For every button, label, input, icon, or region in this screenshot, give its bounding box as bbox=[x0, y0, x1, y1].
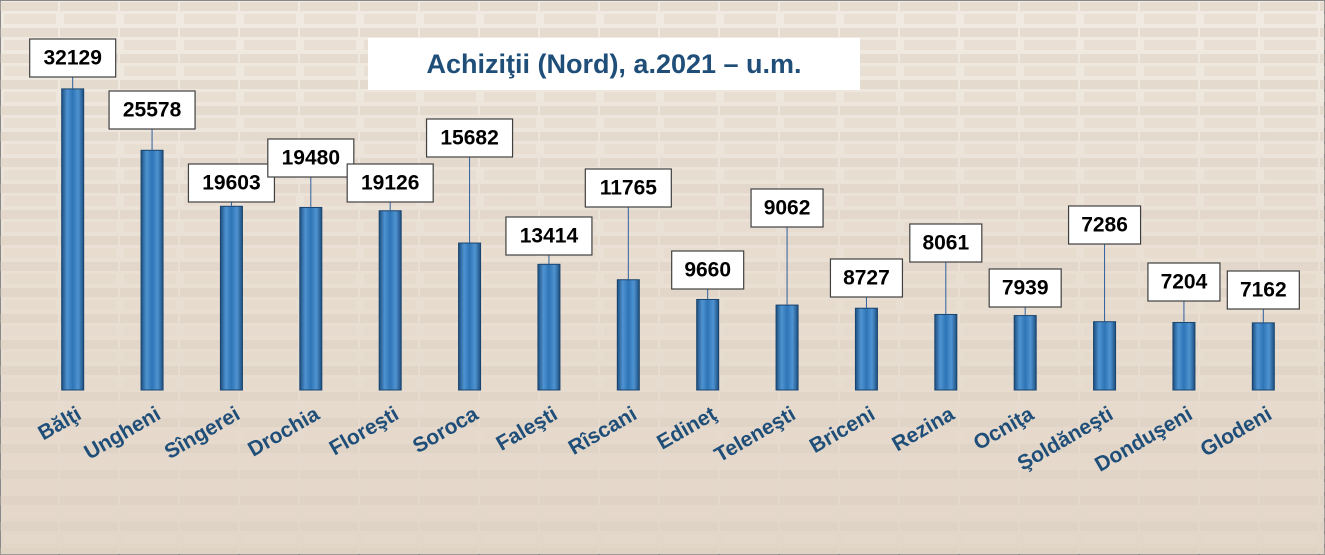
chart: Achiziţii (Nord), a.2021 – u.m. 32129Băl… bbox=[0, 0, 1325, 555]
value-label: 15682 bbox=[440, 127, 498, 150]
value-label: 32129 bbox=[43, 47, 101, 70]
value-label: 7286 bbox=[1081, 214, 1128, 237]
bar bbox=[62, 89, 84, 390]
bar bbox=[1173, 322, 1195, 390]
value-label: 19126 bbox=[361, 172, 419, 195]
bar bbox=[379, 211, 401, 390]
bar bbox=[300, 207, 322, 390]
value-label: 8061 bbox=[922, 232, 969, 255]
page: Achiziţii (Nord), a.2021 – u.m. 32129Băl… bbox=[0, 0, 1325, 555]
bar bbox=[617, 280, 639, 390]
bar bbox=[1014, 316, 1036, 390]
value-label: 8727 bbox=[843, 267, 890, 290]
bar bbox=[1252, 323, 1274, 390]
value-label: 13414 bbox=[520, 225, 579, 248]
value-label: 9660 bbox=[684, 259, 731, 282]
bar bbox=[697, 299, 719, 390]
value-label: 19480 bbox=[282, 147, 340, 170]
value-label: 19603 bbox=[202, 172, 260, 195]
value-label: 25578 bbox=[123, 99, 182, 122]
value-label: 7162 bbox=[1240, 279, 1287, 302]
bar bbox=[776, 305, 798, 390]
value-label: 11765 bbox=[600, 177, 658, 200]
bar bbox=[855, 308, 877, 390]
bar bbox=[1094, 322, 1116, 390]
bar bbox=[538, 264, 560, 390]
value-label: 7204 bbox=[1161, 271, 1208, 294]
value-label: 9062 bbox=[764, 197, 811, 220]
bar bbox=[935, 314, 957, 390]
bar bbox=[459, 243, 481, 390]
bar bbox=[220, 206, 242, 390]
value-label: 7939 bbox=[1002, 277, 1049, 300]
chart-title: Achiziţii (Nord), a.2021 – u.m. bbox=[426, 49, 801, 79]
bar bbox=[141, 150, 163, 390]
